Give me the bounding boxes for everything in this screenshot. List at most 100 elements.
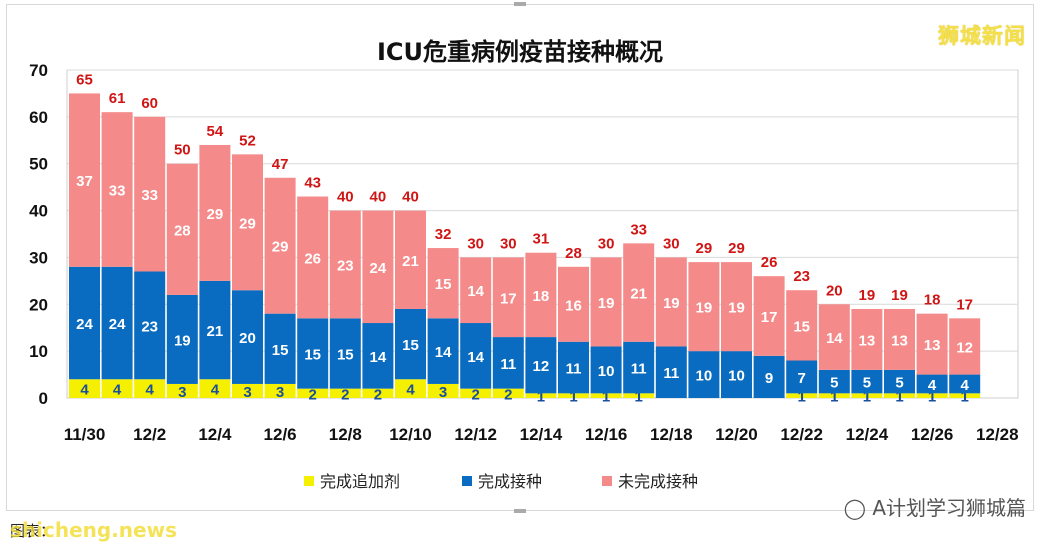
data-label-completed: 19 bbox=[174, 332, 191, 349]
data-label-completed: 14 bbox=[370, 349, 387, 366]
bar-segment-unvaccinated bbox=[525, 252, 557, 338]
total-label: 61 bbox=[109, 90, 126, 107]
data-label-unvaccinated: 18 bbox=[533, 288, 550, 305]
data-label-booster: 1 bbox=[863, 389, 871, 406]
y-tick-label: 40 bbox=[29, 202, 48, 221]
bar-segment-unvaccinated bbox=[166, 163, 198, 295]
data-label-unvaccinated: 29 bbox=[239, 215, 256, 232]
total-label: 65 bbox=[76, 71, 93, 88]
total-label: 28 bbox=[565, 245, 582, 262]
data-label-completed: 11 bbox=[663, 365, 679, 382]
legend-label-unvaccinated: 未完成接种 bbox=[618, 472, 699, 491]
data-label-completed: 4 bbox=[928, 377, 937, 394]
data-label-completed: 5 bbox=[863, 375, 871, 392]
data-label-booster: 1 bbox=[928, 389, 936, 406]
data-label-unvaccinated: 16 bbox=[565, 297, 582, 314]
legend-label-completed: 完成接种 bbox=[478, 472, 543, 491]
bar-segment-booster bbox=[264, 383, 296, 398]
bar-segment-completed bbox=[558, 341, 589, 394]
data-label-booster: 2 bbox=[472, 386, 480, 403]
data-label-booster: 1 bbox=[830, 389, 838, 406]
bar-segment-unvaccinated bbox=[721, 262, 752, 352]
bar-segment-booster bbox=[492, 388, 524, 398]
total-label: 19 bbox=[859, 287, 876, 304]
x-tick-label: 12/8 bbox=[329, 425, 362, 444]
data-label-completed: 14 bbox=[467, 349, 484, 366]
bar-segment-unvaccinated bbox=[460, 257, 492, 324]
data-label-completed: 10 bbox=[696, 368, 713, 385]
data-label-booster: 3 bbox=[243, 384, 251, 401]
data-label-unvaccinated: 13 bbox=[924, 337, 941, 354]
data-label-booster: 3 bbox=[276, 384, 284, 401]
data-label-booster: 4 bbox=[80, 382, 89, 399]
y-tick-label: 30 bbox=[29, 248, 48, 267]
data-label-unvaccinated: 12 bbox=[956, 339, 973, 356]
bar-segment-booster bbox=[166, 383, 198, 398]
x-tick-label: 12/12 bbox=[454, 425, 497, 444]
wechat-account-name: A计划学习狮城篇 bbox=[872, 496, 1026, 520]
x-tick-label: 12/10 bbox=[389, 425, 432, 444]
total-label: 33 bbox=[630, 221, 647, 238]
data-label-booster: 1 bbox=[635, 389, 643, 406]
bar-segment-completed bbox=[329, 318, 361, 389]
y-tick-label: 70 bbox=[29, 61, 48, 80]
bar-segment-booster bbox=[101, 379, 133, 398]
legend-item-unvaccinated: 未完成接种 bbox=[602, 468, 698, 492]
data-label-booster: 4 bbox=[406, 382, 415, 399]
total-label: 29 bbox=[696, 240, 713, 257]
x-tick-label: 12/28 bbox=[976, 425, 1019, 444]
bar-segment-completed bbox=[199, 280, 231, 380]
bar-segment-completed bbox=[427, 318, 459, 384]
total-label: 40 bbox=[402, 189, 419, 206]
total-label: 18 bbox=[924, 292, 941, 309]
legend-item-completed: 完成接种 bbox=[462, 468, 542, 492]
bar-segment-completed bbox=[525, 337, 557, 394]
bar-segment-completed bbox=[786, 360, 818, 394]
bar-segment-completed bbox=[232, 290, 263, 384]
resize-handle-top[interactable] bbox=[514, 2, 526, 6]
wechat-account: ◯ A计划学习狮城篇 bbox=[844, 492, 1026, 521]
bar-segment-completed bbox=[460, 323, 492, 389]
wechat-icon: ◯ bbox=[843, 496, 873, 520]
bar-segment-booster bbox=[297, 388, 329, 398]
bar-segment-unvaccinated bbox=[590, 257, 622, 347]
bar-segment-unvaccinated bbox=[232, 154, 263, 291]
data-label-booster: 1 bbox=[961, 389, 969, 406]
data-label-unvaccinated: 21 bbox=[630, 286, 647, 303]
data-label-unvaccinated: 28 bbox=[174, 222, 191, 239]
total-label: 19 bbox=[891, 287, 908, 304]
y-tick-label: 60 bbox=[29, 108, 48, 127]
data-label-unvaccinated: 15 bbox=[793, 318, 810, 335]
y-tick-label: 20 bbox=[29, 295, 48, 314]
chart-legend: 完成追加剂 完成接种 未完成接种 bbox=[0, 468, 1040, 492]
chart-title: ICU危重病例疫苗接种概况 bbox=[376, 38, 664, 66]
total-label: 31 bbox=[533, 231, 550, 248]
data-label-completed: 24 bbox=[76, 316, 93, 333]
data-label-completed: 15 bbox=[304, 346, 321, 363]
data-label-unvaccinated: 19 bbox=[598, 295, 615, 312]
total-label: 50 bbox=[174, 142, 191, 159]
bar-segment-completed bbox=[655, 346, 687, 398]
bar-segment-unvaccinated bbox=[753, 276, 785, 356]
bar-segment-completed bbox=[949, 374, 981, 394]
total-label: 43 bbox=[304, 175, 321, 192]
data-label-unvaccinated: 14 bbox=[467, 283, 484, 300]
bar-segment-booster bbox=[623, 393, 655, 398]
data-label-unvaccinated: 21 bbox=[402, 253, 419, 270]
data-label-unvaccinated: 19 bbox=[663, 295, 680, 312]
bar-segment-unvaccinated bbox=[134, 116, 166, 272]
x-tick-label: 12/2 bbox=[133, 425, 166, 444]
data-label-booster: 1 bbox=[602, 389, 610, 406]
bar-segment-unvaccinated bbox=[786, 290, 818, 361]
bar-segment-completed bbox=[264, 313, 296, 384]
total-label: 47 bbox=[272, 156, 289, 173]
data-label-completed: 10 bbox=[728, 368, 745, 385]
legend-label-booster: 完成追加剂 bbox=[320, 472, 401, 491]
y-tick-label: 10 bbox=[29, 342, 48, 361]
data-label-unvaccinated: 13 bbox=[859, 332, 876, 349]
resize-handle-bottom[interactable] bbox=[514, 509, 526, 513]
bar-segment-unvaccinated bbox=[329, 210, 361, 319]
bar-segment-booster bbox=[818, 393, 850, 398]
bar-segment-unvaccinated bbox=[916, 313, 948, 375]
